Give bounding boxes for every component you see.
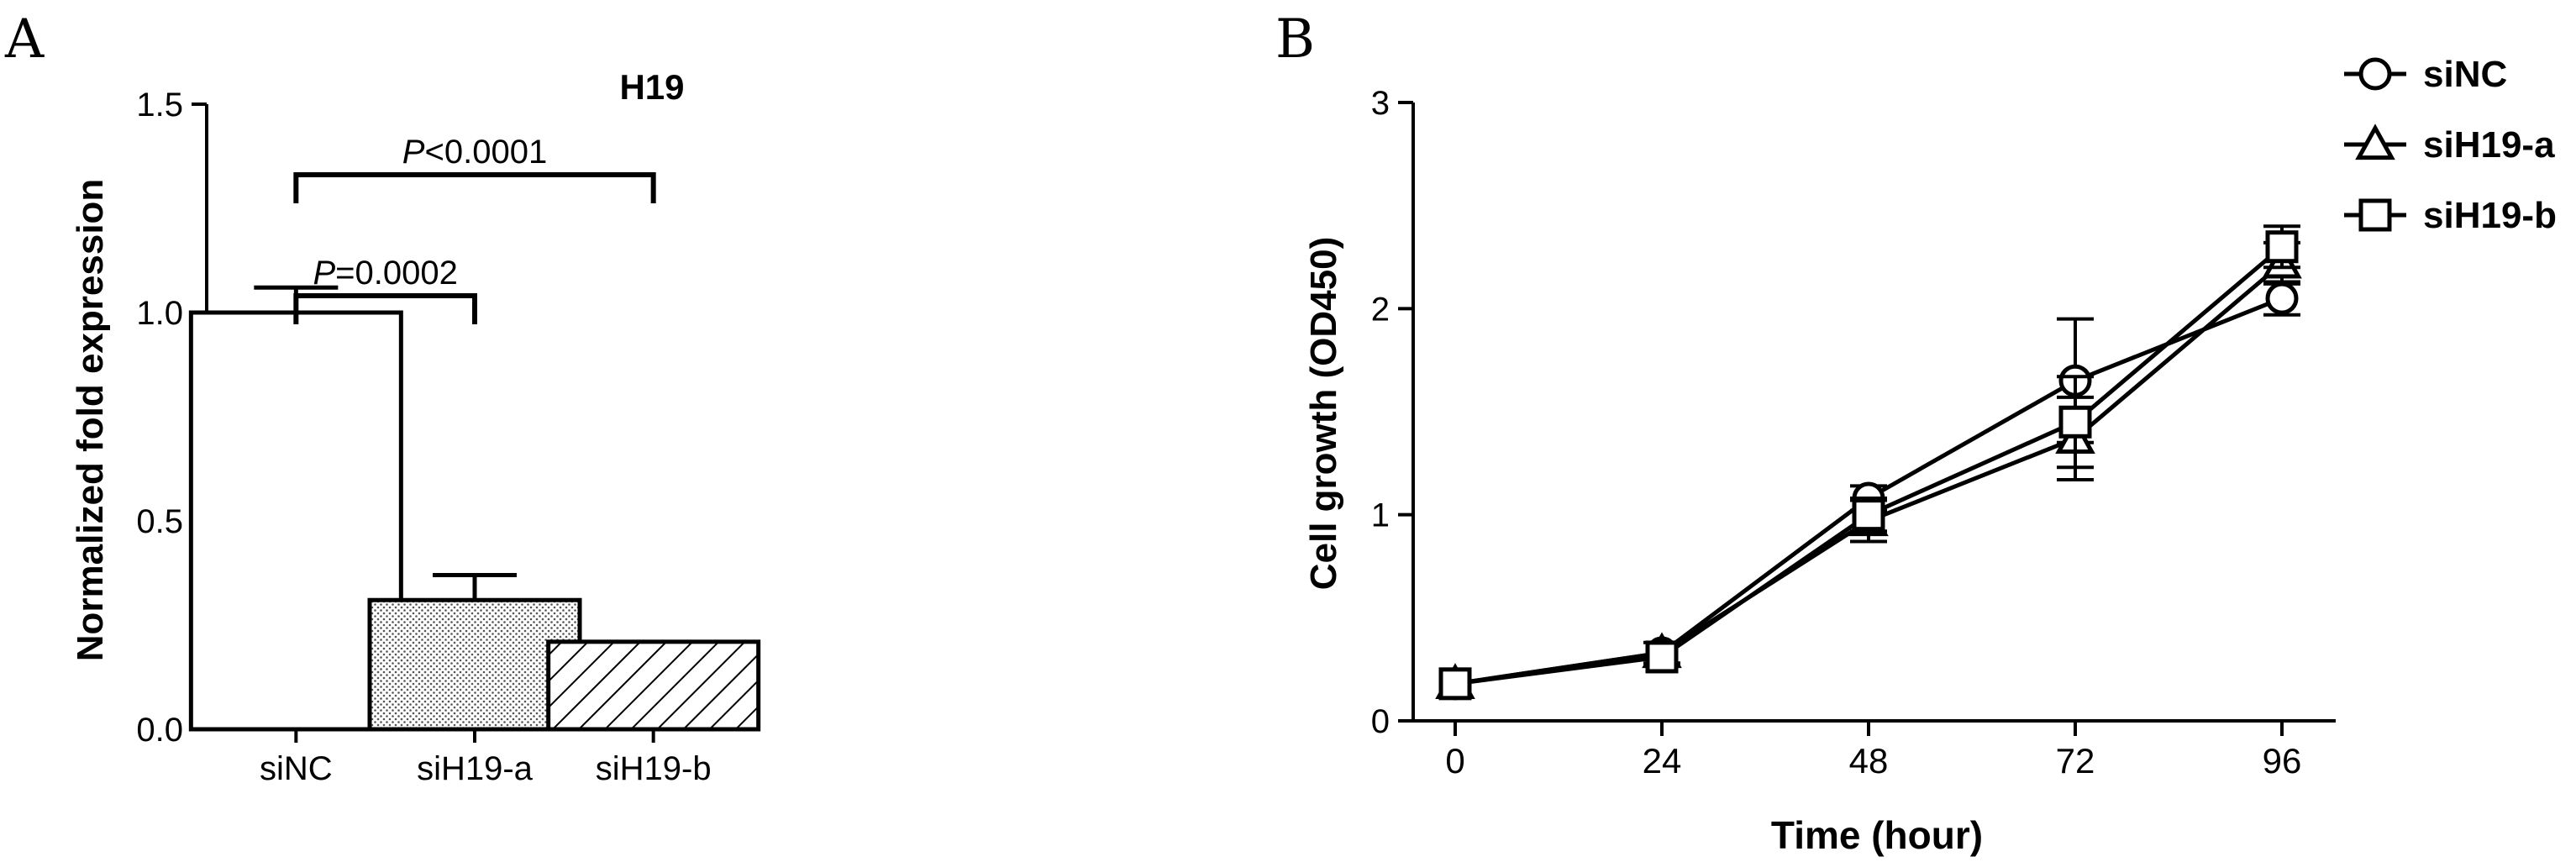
series-line xyxy=(1454,261,2284,686)
x-tick-label: 24 xyxy=(1643,741,1682,781)
marker-square xyxy=(2265,230,2299,264)
y-tick-label: 1 xyxy=(1371,497,1390,534)
x-tick-label: siH19-a xyxy=(417,750,534,787)
bar-chart-bars xyxy=(188,285,761,732)
line-chart-ylabel: Cell growth (OD450) xyxy=(1303,237,1344,591)
bar-sih19-a xyxy=(367,597,582,732)
y-tick-label: 1.5 xyxy=(136,87,183,124)
legend-label: siH19-b xyxy=(2423,195,2557,236)
panel-label-a: A xyxy=(4,8,45,71)
line-chart-cell-growth: Cell growth (OD450) Time (hour) 0 1 2 3 0 24 4… xyxy=(1303,54,2557,857)
x-tick-label: 72 xyxy=(2056,741,2095,781)
marker-square xyxy=(1852,498,1885,532)
x-tick-label: 48 xyxy=(1849,741,1889,781)
panel-label-b: B xyxy=(1275,8,1315,71)
x-tick-label: siH19-b xyxy=(596,750,712,787)
significance-annotations: P=0.0002 P<0.0001 xyxy=(293,134,656,324)
bar-chart-title: H19 xyxy=(619,67,684,107)
y-tick-label: 0.5 xyxy=(136,503,183,540)
marker-square xyxy=(1645,640,1679,674)
series-sih19-b xyxy=(1438,224,2300,701)
series-sih19-a xyxy=(1435,240,2302,699)
significance-label: P<0.0001 xyxy=(402,134,547,171)
line-chart-series xyxy=(1435,224,2302,701)
bar-sinc xyxy=(188,310,403,732)
marker-circle xyxy=(2358,57,2392,91)
y-tick-label: 2 xyxy=(1371,291,1390,328)
y-tick-label: 0.0 xyxy=(136,712,183,749)
y-tick-label: 0 xyxy=(1371,703,1390,740)
y-tick-label: 1.0 xyxy=(136,295,183,332)
bar-chart-axes: 0.0 0.5 1.0 1.5 siNC siH19-a siH19-b xyxy=(136,87,743,787)
significance-label: P=0.0002 xyxy=(313,255,457,292)
legend-label: siH19-a xyxy=(2423,124,2555,166)
line-chart-xlabel: Time (hour) xyxy=(1771,813,1983,857)
line-chart-axes: 0 1 2 3 0 24 48 72 96 xyxy=(1371,85,2336,781)
x-tick-label: 96 xyxy=(2263,741,2302,781)
series-sinc xyxy=(1438,280,2300,701)
marker-square xyxy=(2058,405,2092,439)
marker-triangle xyxy=(2355,124,2395,160)
marker-square xyxy=(1438,667,1472,701)
x-tick-label: 0 xyxy=(1445,741,1464,781)
legend-item-sih19-a: siH19-a xyxy=(2344,124,2555,166)
bar-chart-h19: H19 Normalized fold expression 0.0 0.5 1.0… xyxy=(70,67,761,787)
marker-square xyxy=(2358,198,2392,232)
bar-chart-ylabel: Normalized fold expression xyxy=(70,179,111,662)
bar-sih19-b xyxy=(546,639,761,732)
y-tick-label: 3 xyxy=(1371,85,1390,122)
marker-circle xyxy=(2265,281,2299,315)
line-chart-legend: siNC siH19-a siH19-b xyxy=(2344,54,2557,236)
legend-item-sih19-b: siH19-b xyxy=(2344,195,2557,236)
significance-bracket xyxy=(293,293,477,324)
significance-bracket xyxy=(293,172,656,203)
series-line xyxy=(1454,244,2284,686)
legend-item-sinc: siNC xyxy=(2344,54,2507,95)
legend-label: siNC xyxy=(2423,54,2507,95)
x-tick-label: siNC xyxy=(260,750,333,787)
